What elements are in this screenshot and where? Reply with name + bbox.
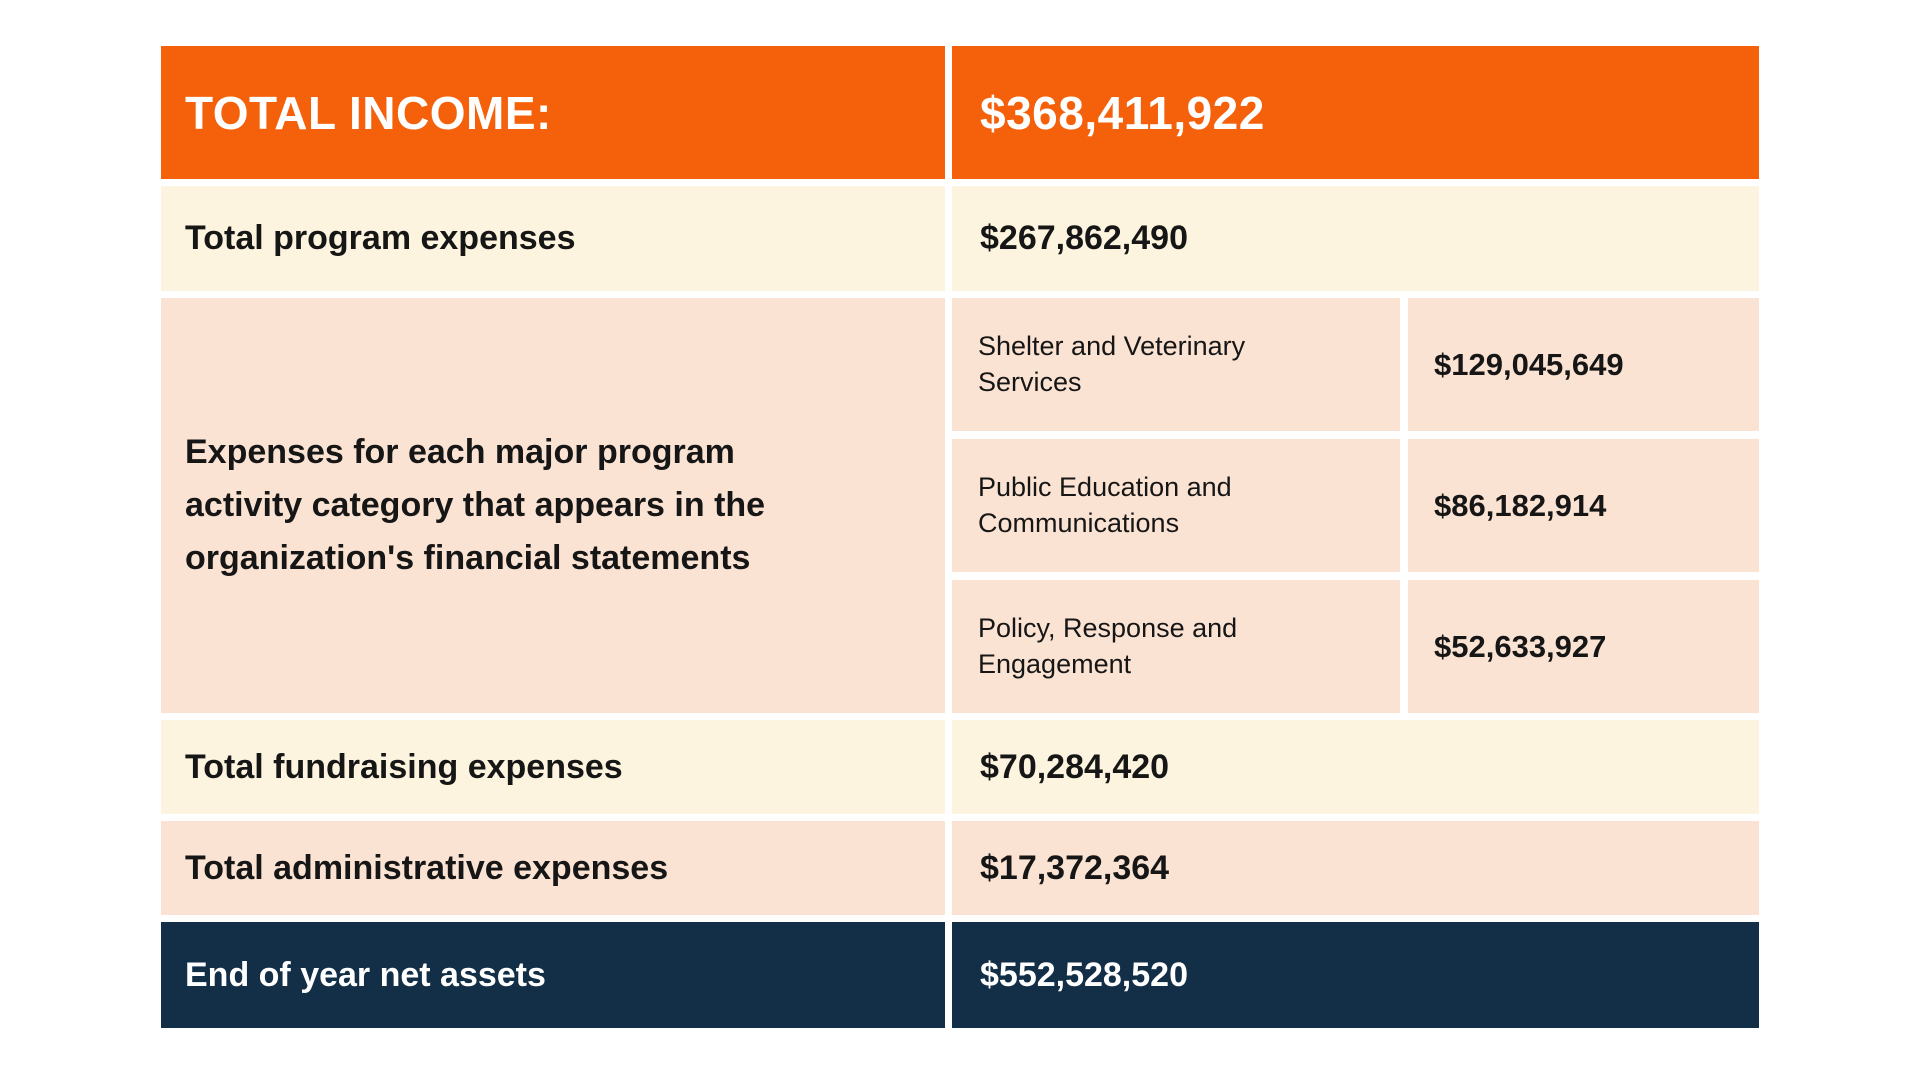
total-income-value: $368,411,922 (980, 86, 1265, 139)
administrative-expenses-label-cell: Total administrative expenses (161, 821, 945, 915)
program-breakdown-label: Expenses for each major program activity… (185, 432, 766, 578)
breakdown-education-name-cell: Public Education and Communications (952, 439, 1400, 572)
total-income-value-cell: $368,411,922 (952, 46, 1759, 179)
fundraising-expenses-label: Total fundraising expenses (185, 747, 623, 786)
fundraising-expenses-value-cell: $70,284,420 (952, 720, 1759, 814)
financial-summary-table: TOTAL INCOME: $368,411,922 Total program… (161, 46, 1759, 1030)
breakdown-education-value-cell: $86,182,914 (1408, 439, 1759, 572)
program-expenses-value: $267,862,490 (980, 219, 1188, 257)
net-assets-label-cell: End of year net assets (161, 922, 945, 1028)
breakdown-policy-value: $52,633,927 (1434, 628, 1607, 664)
administrative-expenses-value: $17,372,364 (980, 848, 1170, 887)
net-assets-value: $552,528,520 (980, 955, 1188, 994)
program-expenses-value-cell: $267,862,490 (952, 186, 1759, 291)
total-income-label-cell: TOTAL INCOME: (161, 46, 945, 179)
breakdown-row-policy: Policy, Response and Engagement $52,633,… (952, 580, 1759, 713)
breakdown-row-education: Public Education and Communications $86,… (952, 439, 1759, 572)
breakdown-policy-name-cell: Policy, Response and Engagement (952, 580, 1400, 713)
net-assets-label: End of year net assets (185, 955, 546, 994)
fundraising-expenses-label-cell: Total fundraising expenses (161, 720, 945, 814)
breakdown-shelter-value-cell: $129,045,649 (1408, 298, 1759, 431)
breakdown-row-shelter: Shelter and Veterinary Services $129,045… (952, 298, 1759, 431)
administrative-expenses-value-cell: $17,372,364 (952, 821, 1759, 915)
breakdown-policy-value-cell: $52,633,927 (1408, 580, 1759, 713)
fundraising-expenses-value: $70,284,420 (980, 747, 1170, 786)
breakdown-shelter-name-cell: Shelter and Veterinary Services (952, 298, 1400, 431)
breakdown-education-name: Public Education and Communications (978, 471, 1232, 538)
program-breakdown-label-cell: Expenses for each major program activity… (161, 298, 945, 713)
administrative-expenses-label: Total administrative expenses (185, 848, 669, 887)
program-breakdown-subtable: Shelter and Veterinary Services $129,045… (952, 298, 1759, 713)
breakdown-policy-name: Policy, Response and Engagement (978, 612, 1238, 679)
program-expenses-label: Total program expenses (185, 219, 576, 257)
breakdown-shelter-name: Shelter and Veterinary Services (978, 330, 1246, 397)
breakdown-education-value: $86,182,914 (1434, 487, 1607, 523)
net-assets-value-cell: $552,528,520 (952, 922, 1759, 1028)
total-income-label: TOTAL INCOME: (185, 86, 552, 139)
breakdown-shelter-value: $129,045,649 (1434, 346, 1624, 382)
program-expenses-label-cell: Total program expenses (161, 186, 945, 291)
